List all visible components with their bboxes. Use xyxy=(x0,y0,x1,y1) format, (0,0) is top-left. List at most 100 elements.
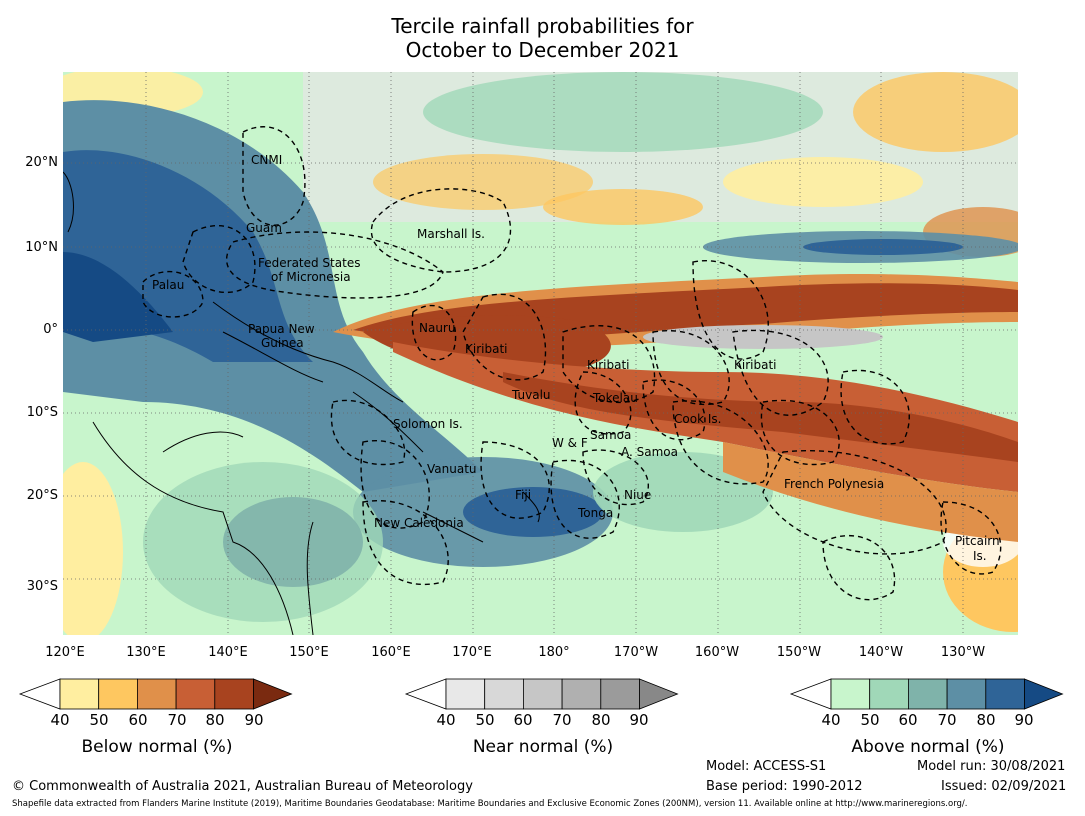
legend-above-tick-70: 70 xyxy=(937,711,957,729)
legend-above-tick-90: 90 xyxy=(1014,711,1034,729)
region-label-tonga: Tonga xyxy=(577,506,613,520)
shapefile-credit: Shapefile data extracted from Flanders M… xyxy=(12,799,968,809)
copyright-text: © Commonwealth of Australia 2021, Austra… xyxy=(12,779,473,794)
base-period-info: Base period: 1990-2012 xyxy=(706,779,863,794)
region-label-french-polynesia: French Polynesia xyxy=(784,477,884,491)
region-label-cook-is: Cook Is. xyxy=(674,412,721,426)
legend-above-tick-80: 80 xyxy=(976,711,996,729)
lat-tick-10s: 10°S xyxy=(26,405,58,420)
lon-tick-170w: 170°W xyxy=(613,645,659,660)
legend-near-tick-90: 90 xyxy=(629,711,649,729)
lon-tick-180: 180° xyxy=(538,645,570,660)
legend-below-colorbar xyxy=(18,678,293,710)
eez-boundaries xyxy=(142,126,1002,601)
legend-colorbars xyxy=(18,678,1064,710)
legend-below-swatch-80 xyxy=(214,678,254,710)
legend-above-colorbar xyxy=(789,678,1064,710)
lon-tick-120e: 120°E xyxy=(45,645,85,660)
legend-near-colorbar xyxy=(404,678,679,710)
region-label-american-samoa: A. Samoa xyxy=(621,445,678,459)
region-label-solomon-is: Solomon Is. xyxy=(393,417,463,431)
legend-near-arrow-low xyxy=(404,678,447,710)
lat-tick-20n: 20°N xyxy=(25,155,58,170)
lat-tick-0: 0° xyxy=(43,322,58,337)
legend-near-title: Near normal (%) xyxy=(472,737,614,757)
legend-near-swatch-70 xyxy=(561,678,602,710)
region-label-pitcairn-line2: Is. xyxy=(973,549,987,563)
legend-below-swatch-40 xyxy=(59,678,100,710)
legend-below-arrow-low xyxy=(18,678,61,710)
region-label-fsm-line1: Federated States xyxy=(258,256,360,270)
lon-tick-170e: 170°E xyxy=(452,645,492,660)
region-label-png-line2: Guinea xyxy=(261,336,304,350)
region-label-fiji: Fiji xyxy=(515,488,531,502)
region-label-samoa: Samoa xyxy=(590,428,631,442)
legend-above-tick-40: 40 xyxy=(821,711,841,729)
legend-below-swatch-60 xyxy=(136,678,177,710)
legend-below-swatch-50 xyxy=(98,678,138,710)
region-label-wallis-futuna: W & F xyxy=(552,436,588,450)
region-label-nauru: Nauru xyxy=(419,321,455,335)
legend-below-tick-40: 40 xyxy=(50,711,70,729)
model-run-info: Model run: 30/08/2021 xyxy=(917,759,1066,774)
legend-near-tick-50: 50 xyxy=(475,711,495,729)
legend-above-arrow-low xyxy=(789,678,832,710)
region-label-fsm-line2: of Micronesia xyxy=(271,270,351,284)
map-title-line1: Tercile rainfall probabilities for xyxy=(391,14,694,38)
lon-tick-130w: 130°W xyxy=(940,645,986,660)
lon-tick-150w: 150°W xyxy=(776,645,822,660)
legend-near-swatch-40 xyxy=(445,678,486,710)
issued-info: Issued: 02/09/2021 xyxy=(941,779,1067,794)
legend-above-swatch-60 xyxy=(908,678,948,710)
coastlines xyxy=(63,171,540,635)
region-label-niue: Niue xyxy=(624,488,651,502)
legend-near-arrow-high xyxy=(639,678,679,710)
legend-above-arrow-high xyxy=(1024,678,1064,710)
legend-near-swatch-80 xyxy=(600,678,640,710)
legend-below-tick-80: 80 xyxy=(205,711,225,729)
legend-above-swatch-70 xyxy=(946,678,987,710)
model-info: Model: ACCESS-S1 xyxy=(706,759,827,774)
legend-above-title: Above normal (%) xyxy=(851,737,1005,757)
legend-below-tick-70: 70 xyxy=(167,711,187,729)
legend-above-tick-50: 50 xyxy=(860,711,880,729)
legend-above-swatch-40 xyxy=(830,678,871,710)
legend-above-swatch-80 xyxy=(985,678,1025,710)
region-label-tokelau: Tokelau xyxy=(592,391,638,405)
legend-below-swatch-70 xyxy=(175,678,216,710)
region-label-palau: Palau xyxy=(152,278,184,292)
legend-near-swatch-50 xyxy=(484,678,524,710)
legend-near-tick-60: 60 xyxy=(513,711,533,729)
region-label-pitcairn-line1: Pitcairn xyxy=(955,534,1000,548)
region-label-png-line1: Papua New xyxy=(248,322,315,336)
legend-near-swatch-60 xyxy=(523,678,563,710)
region-label-marshall-is: Marshall Is. xyxy=(417,227,485,241)
region-label-vanuatu: Vanuatu xyxy=(427,462,477,476)
map-svg: CNMI Guam Marshall Is. Federated States … xyxy=(63,72,1018,635)
lat-tick-30s: 30°S xyxy=(26,579,58,594)
legend-below-title: Below normal (%) xyxy=(81,737,233,757)
legend-above-swatch-50 xyxy=(869,678,909,710)
legend-below-tick-90: 90 xyxy=(244,711,264,729)
lon-tick-160w: 160°W xyxy=(694,645,740,660)
region-label-kiribati-central: Kiribati xyxy=(587,358,629,372)
region-labels: CNMI Guam Marshall Is. Federated States … xyxy=(152,153,1000,563)
region-label-guam: Guam xyxy=(246,221,282,235)
legend-near-tick-40: 40 xyxy=(436,711,456,729)
region-label-cnmi: CNMI xyxy=(251,153,282,167)
legend-below-tick-50: 50 xyxy=(89,711,109,729)
lon-tick-140e: 140°E xyxy=(208,645,248,660)
lon-tick-150e: 150°E xyxy=(289,645,329,660)
region-label-tuvalu: Tuvalu xyxy=(511,388,551,402)
lat-tick-10n: 10°N xyxy=(25,240,58,255)
rainfall-map: CNMI Guam Marshall Is. Federated States … xyxy=(63,72,1018,635)
legend-below-tick-60: 60 xyxy=(128,711,148,729)
region-label-new-caledonia: New Caledonia xyxy=(374,516,464,530)
legend-near-tick-80: 80 xyxy=(591,711,611,729)
legend-above-tick-60: 60 xyxy=(898,711,918,729)
lon-tick-140w: 140°W xyxy=(858,645,904,660)
lat-tick-20s: 20°S xyxy=(26,488,58,503)
map-title-line2: October to December 2021 xyxy=(405,38,680,62)
legend-near-tick-70: 70 xyxy=(552,711,572,729)
lon-tick-160e: 160°E xyxy=(371,645,411,660)
